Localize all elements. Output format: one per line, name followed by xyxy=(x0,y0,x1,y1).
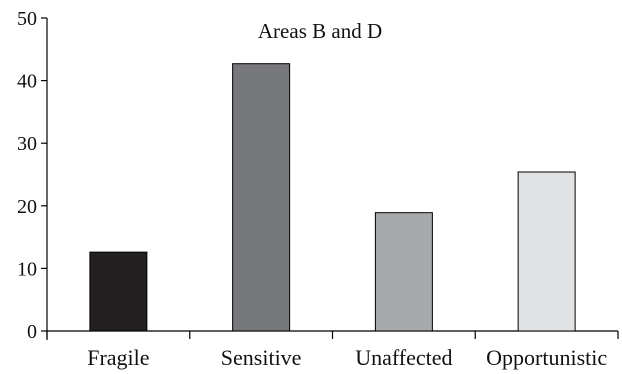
y-tick-label: 20 xyxy=(17,196,37,218)
y-tick-label: 40 xyxy=(17,71,37,93)
y-tick-label: 50 xyxy=(17,8,37,30)
x-category-label: Unaffected xyxy=(355,345,452,370)
bar-opportunistic xyxy=(517,171,576,332)
bar-sensitive xyxy=(232,63,291,332)
y-tick-label: 30 xyxy=(17,133,37,155)
x-category-label: Opportunistic xyxy=(486,345,607,370)
y-tick-label: 0 xyxy=(27,321,37,343)
y-ticks: 0 10 20 30 40 50 xyxy=(17,8,47,343)
bars xyxy=(89,63,576,332)
chart-title: Areas B and D xyxy=(258,19,382,43)
bar-unaffected xyxy=(374,212,433,332)
x-category-label: Fragile xyxy=(87,345,149,370)
x-ticks xyxy=(46,331,619,339)
y-tick-label: 10 xyxy=(17,258,37,280)
x-labels: Fragile Sensitive Unaffected Opportunistic xyxy=(87,345,607,370)
x-category-label: Sensitive xyxy=(221,345,302,370)
bar-fragile xyxy=(89,251,148,332)
